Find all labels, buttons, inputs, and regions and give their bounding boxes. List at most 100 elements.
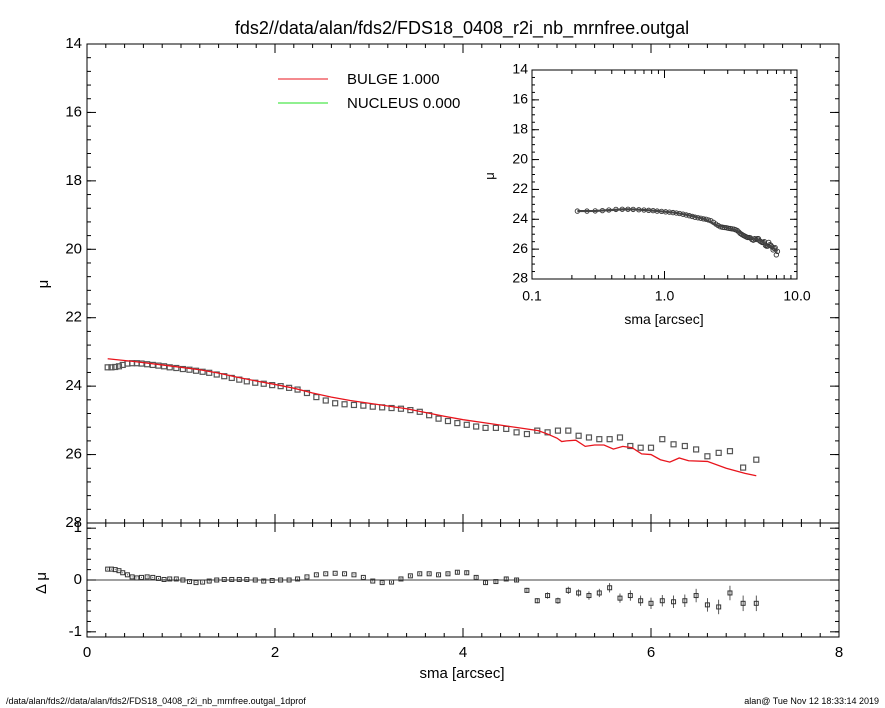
residual-point <box>186 579 192 585</box>
residual-point <box>607 585 613 591</box>
inset-profile-line <box>577 208 779 253</box>
residual-point <box>342 571 348 577</box>
residual-point <box>295 576 301 582</box>
data-point <box>186 366 193 373</box>
inset-data <box>574 206 781 258</box>
residual-point <box>193 580 199 586</box>
main-y-axis-label: μ <box>35 280 52 289</box>
data-point <box>206 369 213 376</box>
data-point <box>260 380 267 387</box>
residual-point <box>407 573 413 579</box>
residual-point <box>617 595 623 601</box>
data-point <box>199 368 206 375</box>
data-point <box>693 446 700 453</box>
residual-point <box>648 600 654 606</box>
residual-point <box>627 593 633 599</box>
residual-point <box>332 570 338 576</box>
x-tick-label: 6 <box>647 644 655 661</box>
residual-point <box>206 578 212 584</box>
inset-x-tick-label: 1.0 <box>655 288 675 304</box>
residual-point <box>144 574 150 580</box>
data-point <box>606 436 613 443</box>
residual-point <box>727 590 733 596</box>
main-y-tick-label: 16 <box>65 103 82 120</box>
inset-y-tick-label: 16 <box>512 91 528 107</box>
residual-point <box>261 578 267 584</box>
data-point <box>492 424 499 431</box>
residual-point <box>236 576 242 582</box>
main-y-tick-label: 22 <box>65 309 82 326</box>
residual-point <box>173 576 179 582</box>
data-point <box>726 448 734 455</box>
data-point <box>166 364 173 371</box>
residual-point <box>565 587 571 593</box>
residual-axes: 10-10 2 4 6 8 <box>69 519 844 661</box>
residual-point <box>269 578 275 584</box>
residual-y-tick-label: 1 <box>74 519 82 536</box>
x-tick-label: 2 <box>271 644 279 661</box>
data-point <box>647 444 655 451</box>
residual-point <box>323 571 329 577</box>
inset-y-tick-label: 18 <box>512 120 528 136</box>
data-point <box>341 401 348 408</box>
inset-y-tick-label: 14 <box>512 61 528 77</box>
inset-y-tick-label: 20 <box>512 150 528 166</box>
residual-point <box>659 598 665 604</box>
data-point <box>544 429 551 436</box>
data-point <box>554 427 562 434</box>
legend-label-bulge: BULGE 1.000 <box>347 71 440 88</box>
residual-point <box>740 600 746 606</box>
bulge-model-line <box>107 358 757 477</box>
data-point <box>616 434 624 441</box>
residual-point <box>464 570 470 576</box>
data-point <box>575 432 582 439</box>
data-point <box>670 441 677 448</box>
inset-y-tick-label: 28 <box>512 270 528 286</box>
residual-y-axis-label: Δ μ <box>33 572 50 594</box>
data-point <box>388 404 395 412</box>
residual-point <box>120 570 126 576</box>
inset-data-point <box>773 252 779 258</box>
data-point <box>112 363 119 371</box>
data-point <box>482 424 489 431</box>
data-point <box>149 361 156 369</box>
residual-point <box>445 571 451 577</box>
residual-point <box>716 604 722 610</box>
main-axes: 14 16 18 20 22 24 26 28 <box>65 35 840 531</box>
data-point <box>192 367 200 374</box>
inset-x-tick-label: 10.0 <box>783 288 810 304</box>
main-y-tick-label: 20 <box>65 240 82 257</box>
inset-background <box>532 70 797 279</box>
residual-point <box>379 580 385 586</box>
footer-file-path: /data/alan/fds2//data/alan/fds2/FDS18_04… <box>6 696 306 706</box>
data-point <box>753 456 760 463</box>
data-point <box>435 415 442 422</box>
residual-point <box>229 576 235 582</box>
data-point <box>332 400 339 407</box>
residual-point <box>514 577 520 583</box>
residual-point <box>124 572 130 578</box>
data-point <box>144 361 151 368</box>
data-point <box>138 360 145 367</box>
residual-point <box>155 575 161 581</box>
residual-point <box>129 574 135 580</box>
x-tick-label: 8 <box>835 644 843 661</box>
data-point <box>160 363 168 370</box>
residual-point <box>161 576 167 582</box>
residual-point <box>278 577 284 583</box>
inset-x-tick-label: 0.1 <box>522 288 542 304</box>
residual-point <box>753 600 759 606</box>
data-point <box>322 397 329 404</box>
data-point <box>565 427 572 434</box>
data-point <box>740 464 747 471</box>
inset-y-tick-label: 22 <box>512 180 528 196</box>
residual-point <box>524 587 530 593</box>
inset-panel: 14 16 18 20 22 24 26 28 0.1 1.0 10.0 μ sma [arcsec… <box>482 61 811 327</box>
residual-point <box>252 577 258 583</box>
residual-point <box>638 598 644 604</box>
residual-point <box>150 574 156 580</box>
residual-point <box>313 572 319 578</box>
residual-point <box>436 572 442 578</box>
residual-y-tick-label: -1 <box>69 623 82 640</box>
